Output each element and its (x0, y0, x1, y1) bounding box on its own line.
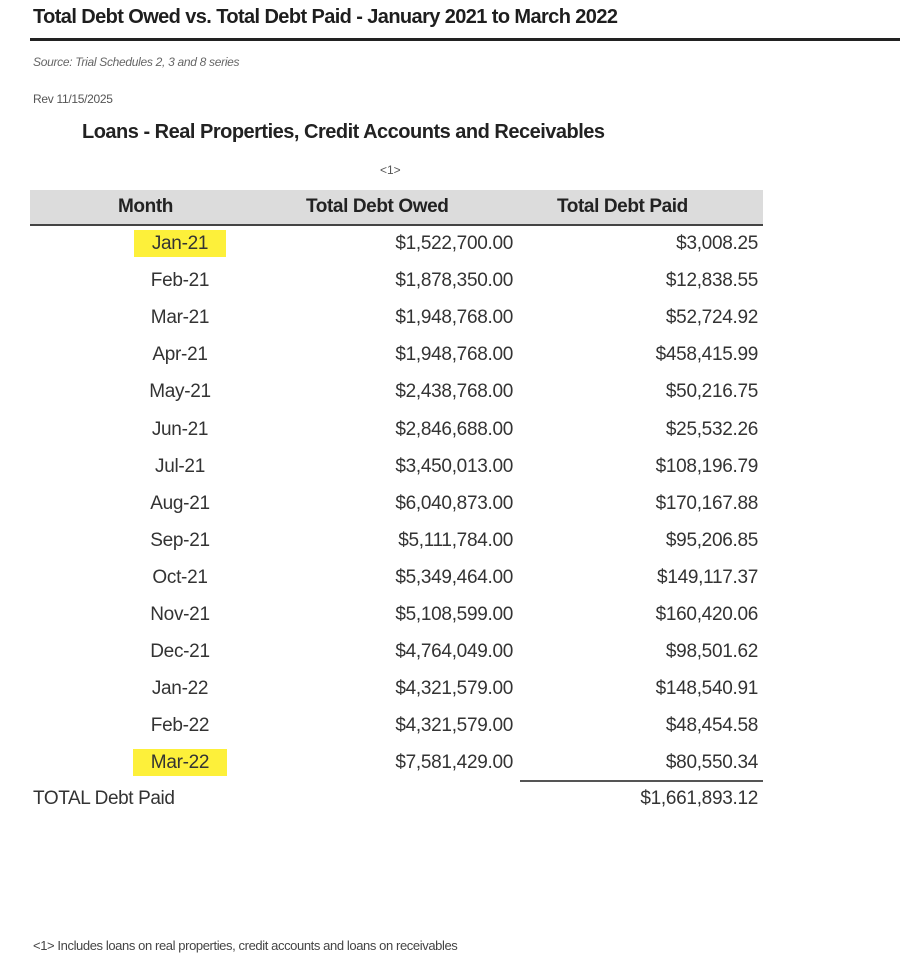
total-label: TOTAL Debt Paid (33, 788, 175, 809)
month-text: Jun-21 (151, 418, 209, 440)
debt-paid-cell: $98,501.62 (665, 641, 758, 663)
table-subtitle: Loans - Real Properties, Credit Accounts… (82, 121, 605, 143)
debt-owed-cell: $1,948,768.00 (395, 307, 513, 329)
table-row: Mar-21 $1,948,768.00 $52,724.92 (30, 301, 763, 338)
debt-paid-cell: $170,167.88 (655, 492, 759, 514)
table-row: May-21 $2,438,768.00 $50,216.75 (30, 375, 763, 412)
header-total-debt-owed: Total Debt Owed (306, 196, 449, 217)
month-text: Dec-21 (150, 641, 210, 663)
month-text: Jan-21 (133, 230, 227, 257)
month-text: Jan-22 (151, 678, 209, 700)
header-total-debt-paid: Total Debt Paid (557, 196, 688, 217)
debt-owed-cell: $1,522,700.00 (395, 233, 513, 254)
month-text: Sep-21 (150, 529, 210, 551)
table-row: Aug-21 $6,040,873.00 $170,167.88 (30, 487, 763, 524)
debt-paid-cell: $3,008.25 (676, 233, 758, 254)
month-cell: Nov-21 (105, 604, 255, 626)
debt-paid-cell: $160,420.06 (655, 604, 759, 625)
month-cell: Jun-21 (105, 419, 255, 441)
month-cell: Oct-21 (105, 567, 255, 589)
debt-paid-cell: $95,206.85 (665, 529, 758, 551)
month-cell: Jul-21 (105, 456, 255, 478)
month-cell: May-21 (105, 381, 255, 403)
month-cell: Mar-22 (105, 749, 255, 777)
month-text: Jul-21 (155, 455, 205, 477)
debt-paid-cell: $108,196.79 (655, 455, 759, 477)
month-cell: Feb-21 (105, 270, 255, 292)
debt-owed-cell: $7,581,429.00 (395, 752, 513, 774)
debt-owed-cell: $5,349,464.00 (395, 566, 513, 588)
table-row: Feb-21 $1,878,350.00 $12,838.55 (30, 264, 763, 301)
debt-owed-cell: $5,111,784.00 (398, 529, 513, 551)
debt-owed-cell: $4,764,049.00 (395, 641, 513, 663)
debt-owed-cell: $4,321,579.00 (395, 715, 513, 737)
table-row: Jan-21 $1,522,700.00 $3,008.25 (30, 227, 763, 264)
source-note: Source: Trial Schedules 2, 3 and 8 serie… (33, 55, 240, 69)
revision-date: Rev 11/15/2025 (33, 92, 113, 106)
header-month: Month (118, 196, 173, 217)
table-row: Dec-21 $4,764,049.00 $98,501.62 (30, 635, 763, 672)
table-row: Jun-21 $2,846,688.00 $25,532.26 (30, 413, 763, 450)
debt-paid-cell: $50,216.75 (665, 381, 758, 403)
month-cell: Jan-22 (105, 678, 255, 700)
month-cell: Feb-22 (105, 715, 255, 737)
debt-owed-cell: $3,450,013.00 (395, 455, 513, 477)
month-text: Nov-21 (150, 604, 210, 625)
month-text: Mar-21 (150, 307, 210, 329)
month-cell: Aug-21 (105, 493, 255, 515)
debt-owed-cell: $5,108,599.00 (395, 604, 513, 625)
debt-paid-cell: $48,454.58 (665, 715, 758, 737)
debt-owed-cell: $1,878,350.00 (395, 270, 513, 292)
debt-paid-cell: $52,724.92 (665, 307, 758, 329)
table-row: Mar-22 $7,581,429.00 $80,550.34 (30, 746, 763, 783)
month-text: Oct-21 (152, 566, 208, 588)
debt-owed-cell: $2,846,688.00 (395, 418, 513, 440)
title-divider (30, 38, 900, 41)
debt-paid-cell: $458,415.99 (655, 344, 759, 366)
debt-owed-cell: $6,040,873.00 (395, 492, 513, 514)
table-row: Sep-21 $5,111,784.00 $95,206.85 (30, 524, 763, 561)
table-row: Nov-21 $5,108,599.00 $160,420.06 (30, 598, 763, 635)
table-row: Jan-22 $4,321,579.00 $148,540.91 (30, 672, 763, 709)
debt-paid-cell: $25,532.26 (665, 418, 758, 440)
document-title: Total Debt Owed vs. Total Debt Paid - Ja… (33, 6, 618, 28)
table-row: Feb-22 $4,321,579.00 $48,454.58 (30, 709, 763, 746)
table-row: Apr-21 $1,948,768.00 $458,415.99 (30, 338, 763, 375)
debt-paid-cell: $80,550.34 (665, 752, 758, 774)
debt-owed-cell: $2,438,768.00 (395, 381, 513, 403)
total-value: $1,661,893.12 (640, 788, 758, 809)
debt-paid-cell: $149,117.37 (657, 566, 758, 588)
month-cell: Mar-21 (105, 307, 255, 329)
table-row: Oct-21 $5,349,464.00 $149,117.37 (30, 561, 763, 598)
debt-paid-cell: $12,838.55 (665, 270, 758, 292)
month-cell: Apr-21 (105, 344, 255, 366)
month-text: Aug-21 (150, 492, 210, 514)
month-text: Feb-21 (150, 270, 210, 292)
footnote: <1> Includes loans on real properties, c… (33, 938, 458, 953)
debt-owed-cell: $4,321,579.00 (395, 678, 513, 700)
month-text: Feb-22 (150, 715, 210, 737)
month-text: Mar-22 (132, 749, 228, 777)
month-text: Apr-21 (152, 344, 208, 366)
table-header: Month Total Debt Owed Total Debt Paid (30, 190, 763, 226)
debt-paid-cell: $148,540.91 (655, 678, 759, 700)
month-cell: Sep-21 (105, 530, 255, 552)
sum-underline (520, 780, 763, 782)
month-cell: Dec-21 (105, 641, 255, 663)
month-text: May-21 (149, 381, 211, 403)
footnote-reference: <1> (380, 163, 401, 177)
debt-owed-cell: $1,948,768.00 (395, 344, 513, 366)
month-cell: Jan-21 (105, 230, 255, 257)
table-row: Jul-21 $3,450,013.00 $108,196.79 (30, 450, 763, 487)
